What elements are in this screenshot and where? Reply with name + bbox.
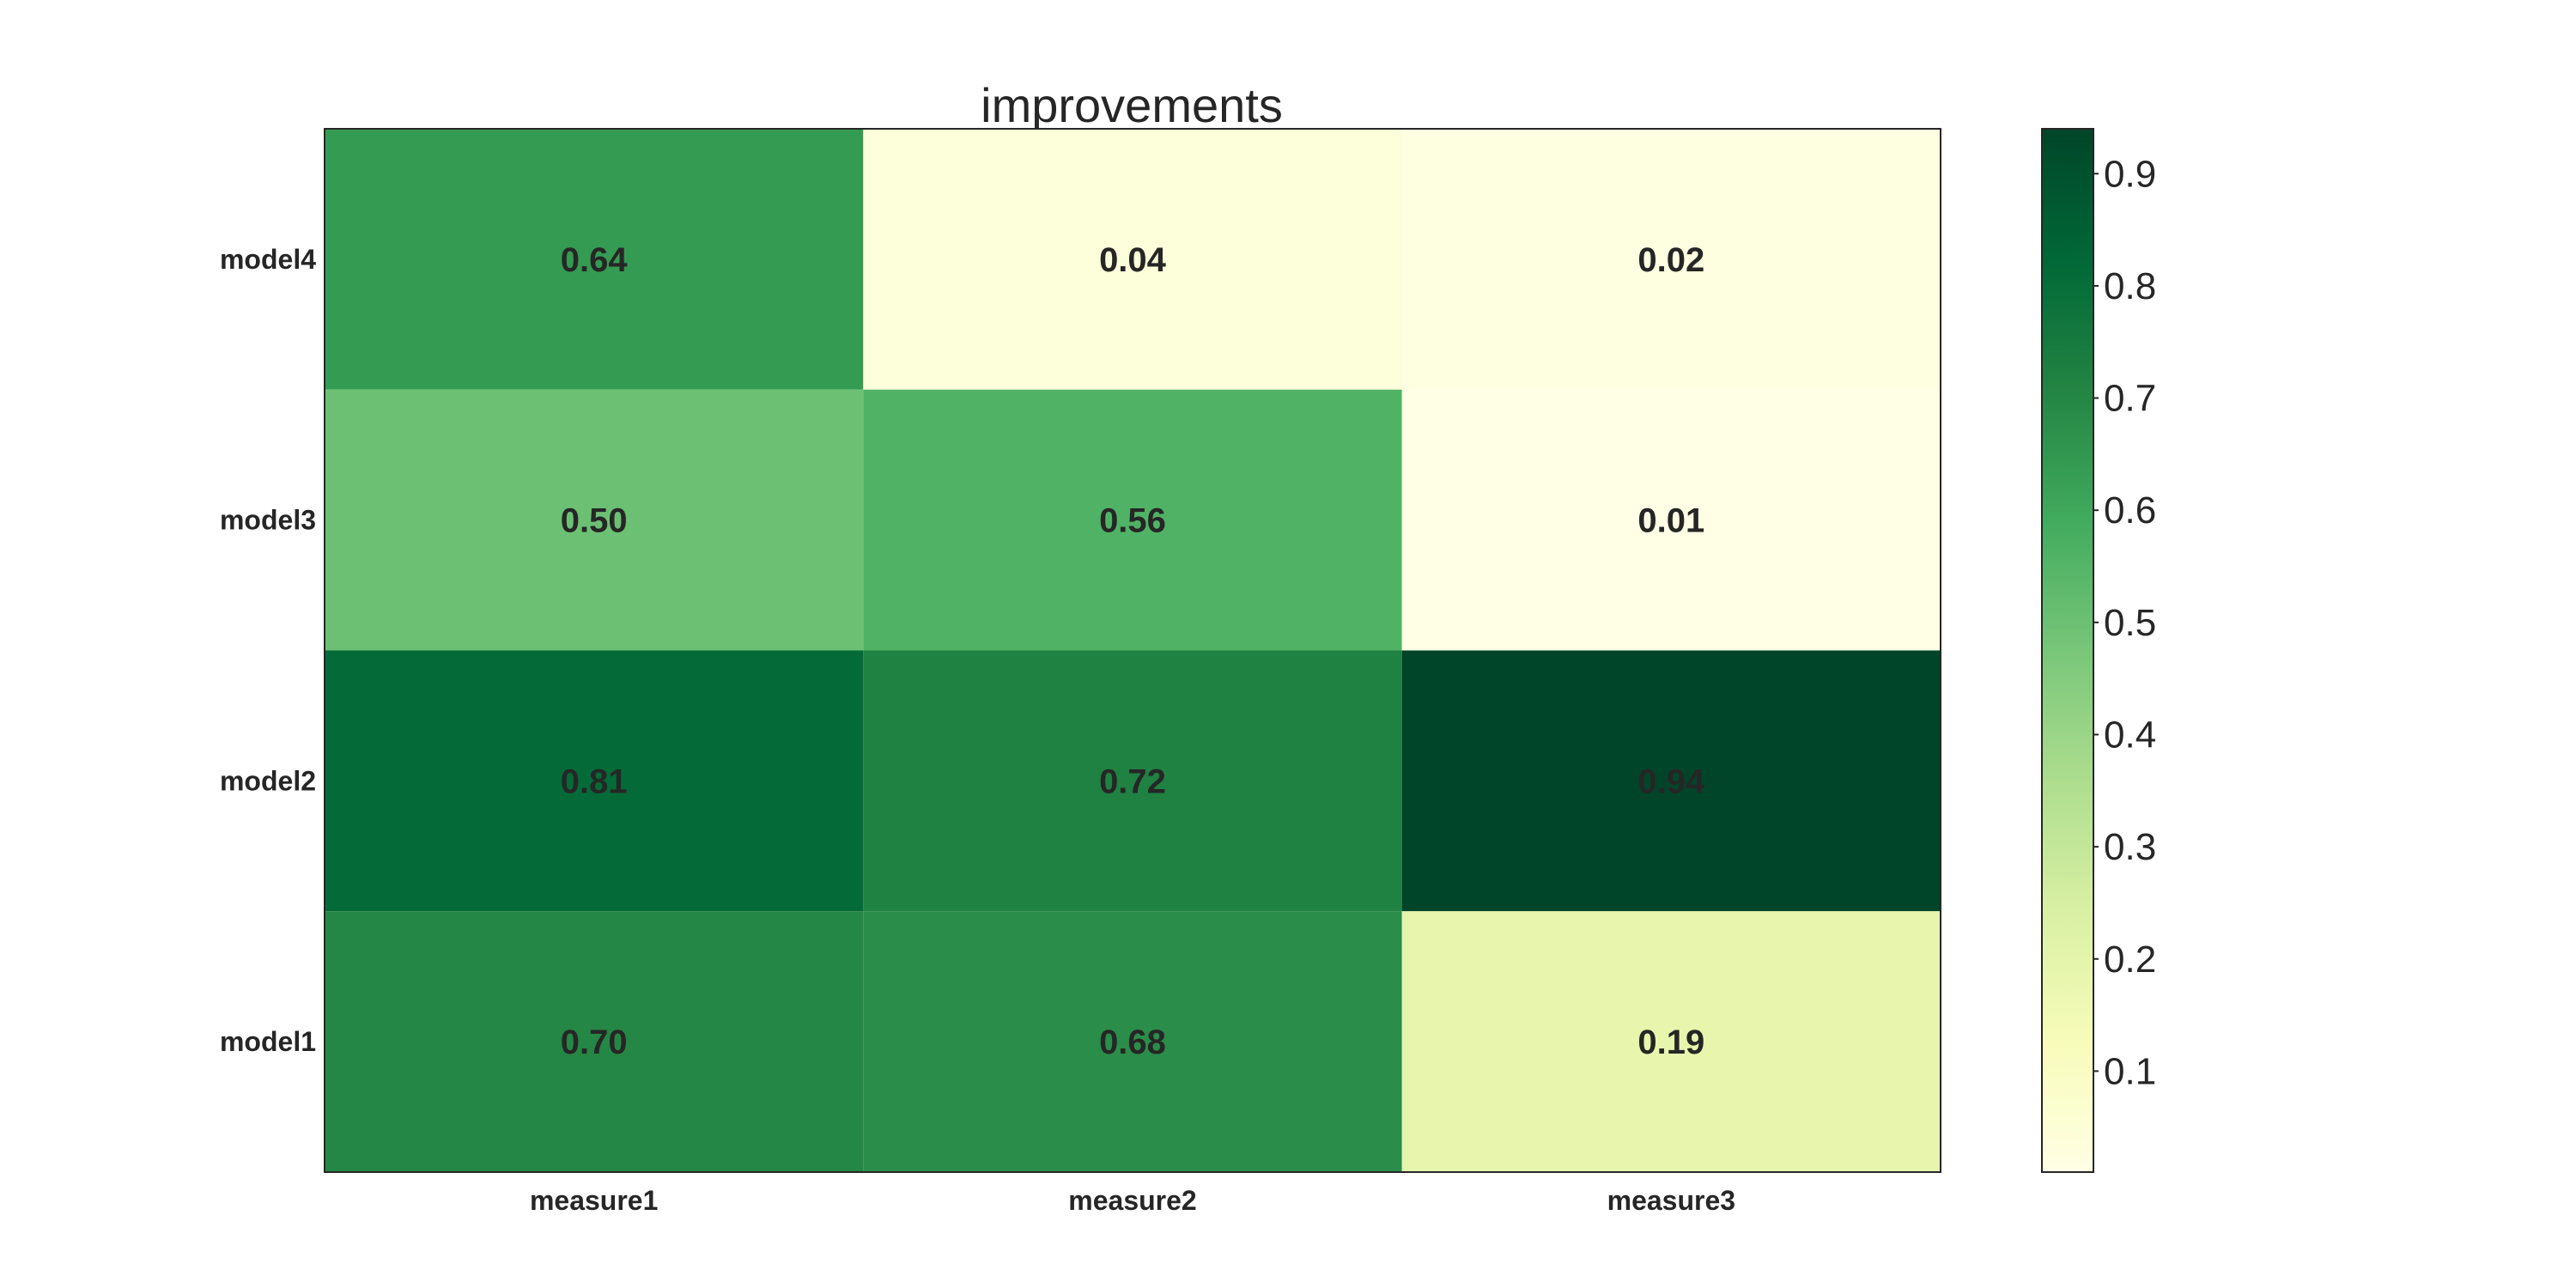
cell-value-label: 0.72 [1099,762,1166,800]
colorbar-gradient [2041,128,2094,1173]
colorbar-tick-label: 0.8 [2104,265,2156,307]
y-tick-label: model2 [220,765,316,796]
colorbar-tick-label: 0.7 [2104,378,2156,420]
heatmap-cell-model1-measure1 [325,911,864,1172]
heatmap-cell-model2-measure1 [325,650,864,912]
heatmap-cell-model4-measure1 [325,129,864,390]
heatmap-cell-model3-measure2 [863,389,1402,651]
y-axis-ticks: model4 model3 model2 model1 [220,244,316,1057]
cell-value-label: 0.56 [1099,502,1166,540]
y-tick-label: model1 [220,1026,316,1057]
colorbar-tick-label: 0.3 [2104,826,2156,868]
cell-value-label: 0.50 [561,502,628,540]
y-tick-label: model4 [220,244,316,275]
cell-value-label: 0.19 [1637,1024,1704,1061]
x-tick-label: measure2 [1068,1185,1196,1216]
colorbar-tick-label: 0.1 [2104,1050,2156,1092]
heatmap-cell-model3-measure3 [1401,389,1941,651]
x-tick-label: measure3 [1607,1185,1735,1216]
chart-title: improvements [981,78,1283,132]
colorbar-tick-label: 0.2 [2104,939,2156,981]
cell-value-label: 0.81 [561,762,628,800]
heatmap-cell-model1-measure3 [1401,911,1941,1172]
heatmap-cell-model4-measure2 [863,129,1402,390]
y-tick-label: model3 [220,505,316,536]
cell-value-label: 0.94 [1637,762,1705,800]
heatmap-cells: 0.64 0.04 0.02 0.50 0.56 0.01 0.81 0.72 0.94 0.70… [325,129,1941,1172]
heatmap-cell-model2-measure3 [1401,650,1941,912]
x-tick-label: measure1 [530,1185,658,1216]
cell-value-label: 0.64 [561,241,629,279]
cell-value-label: 0.02 [1637,241,1704,279]
cell-value-label: 0.01 [1637,502,1704,540]
colorbar: 0.1 0.2 0.3 0.4 0.5 0.6 0.7 0.8 0.9 [2041,128,2156,1173]
colorbar-tick-label: 0.4 [2104,714,2156,756]
plot-frame [324,128,1941,1173]
heatmap-cell-model4-measure3 [1401,129,1941,390]
heatmap-cell-model3-measure1 [325,389,864,651]
cell-value-label: 0.04 [1099,241,1167,279]
cell-value-label: 0.70 [561,1024,628,1061]
heatmap-cell-model2-measure2 [863,650,1402,912]
x-axis-ticks: measure1 measure2 measure3 [530,1185,1735,1216]
cell-value-label: 0.68 [1099,1024,1166,1061]
colorbar-tick-label: 0.6 [2104,489,2156,532]
colorbar-tick-label: 0.5 [2104,602,2156,644]
heatmap-cell-model1-measure2 [863,911,1402,1172]
colorbar-tick-label: 0.9 [2104,153,2156,195]
